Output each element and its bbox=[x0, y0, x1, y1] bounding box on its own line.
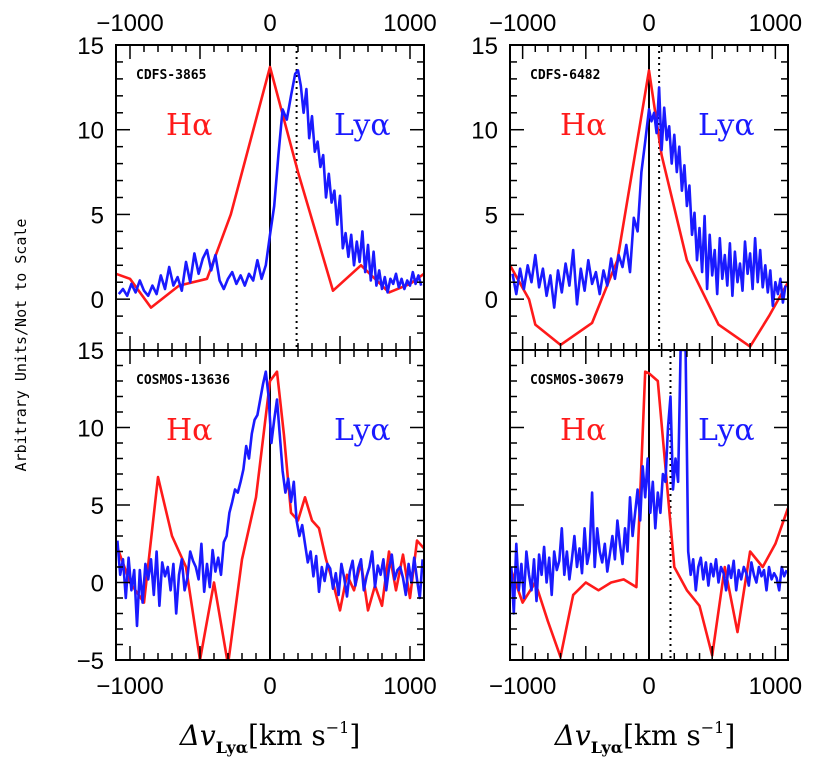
lya-label: Lyα bbox=[334, 413, 391, 448]
x-tick-label: 1000 bbox=[749, 673, 802, 700]
y-tick-label: −5 bbox=[77, 648, 104, 675]
x-tick-label: 0 bbox=[263, 673, 276, 700]
y-tick-label: 5 bbox=[485, 202, 498, 229]
halpha-label: Hα bbox=[166, 413, 212, 448]
top-tick-label: 1000 bbox=[383, 10, 436, 37]
plot-area bbox=[116, 45, 424, 350]
panel-name: CDFS-3865 bbox=[136, 68, 206, 83]
panel-name: CDFS-6482 bbox=[530, 68, 600, 83]
y-tick-label: 15 bbox=[77, 338, 104, 365]
y-tick-label: 15 bbox=[77, 33, 104, 60]
y-tick-label: 10 bbox=[77, 416, 104, 443]
xlabel-close: ] bbox=[724, 719, 735, 752]
panel-cdfs-6482: 0 5 10 15−1000 0 1000 CDFS-6482 Hα Lyα bbox=[471, 10, 802, 351]
y-tick-label: 0 bbox=[485, 287, 498, 314]
plot-area bbox=[116, 350, 424, 660]
panel-cdfs-3865: 0 5 10 15−1000 0 1000 CDFS-3865 Hα Lyα bbox=[77, 10, 437, 351]
plot-area bbox=[510, 350, 788, 660]
top-tick-label: −1000 bbox=[96, 10, 163, 37]
y-tick-label: 0 bbox=[91, 571, 104, 598]
y-tick-label: 10 bbox=[471, 118, 498, 145]
panel-cosmos-30679: −1000 0 1000 COSMOS-30679 Hα Lyα bbox=[489, 349, 802, 700]
lya-label: Lyα bbox=[334, 108, 391, 143]
x-tick-label: 0 bbox=[642, 673, 655, 700]
lya-label: Lyα bbox=[698, 413, 755, 448]
lya-label: Lyα bbox=[698, 108, 755, 143]
y-tick-label: 5 bbox=[91, 202, 104, 229]
panel-name: COSMOS-30679 bbox=[530, 373, 624, 388]
top-tick-label: 0 bbox=[263, 10, 276, 37]
halpha-label: Hα bbox=[560, 413, 606, 448]
halpha-label: Hα bbox=[166, 108, 212, 143]
series-line-lya bbox=[511, 86, 787, 309]
plot-area bbox=[510, 45, 788, 350]
xlabel-sub: Lyα bbox=[591, 738, 623, 757]
x-tick-label: 1000 bbox=[383, 673, 436, 700]
x-axis-label-right: ΔvLyα[km s−1] bbox=[554, 718, 736, 757]
xlabel-main: Δv bbox=[554, 719, 591, 752]
series-line-halpha bbox=[510, 370, 788, 659]
top-tick-label: 1000 bbox=[749, 10, 802, 37]
x-tick-label: −1000 bbox=[96, 673, 163, 700]
series-line-lya bbox=[116, 370, 424, 628]
svg-text:ΔvLyα[km s−1]: ΔvLyα[km s−1] bbox=[179, 718, 361, 757]
top-tick-label: 0 bbox=[642, 10, 655, 37]
y-tick-label: 5 bbox=[91, 493, 104, 520]
y-tick-label: 10 bbox=[77, 118, 104, 145]
panel-name: COSMOS-13636 bbox=[136, 373, 230, 388]
svg-text:ΔvLyα[km s−1]: ΔvLyα[km s−1] bbox=[554, 718, 736, 757]
xlabel-sub: Lyα bbox=[216, 738, 248, 757]
halpha-label: Hα bbox=[560, 108, 606, 143]
xlabel-exp: −1 bbox=[701, 718, 725, 737]
y-tick-label: 0 bbox=[91, 287, 104, 314]
xlabel-close: ] bbox=[349, 719, 360, 752]
y-tick-label: 15 bbox=[471, 33, 498, 60]
xlabel-unit: [km s bbox=[623, 719, 701, 752]
x-axis-label-left: ΔvLyα[km s−1] bbox=[179, 718, 361, 757]
xlabel-exp: −1 bbox=[326, 718, 350, 737]
top-tick-label: −1000 bbox=[489, 10, 556, 37]
panel-cosmos-13636: −5 0 5 10 15 −1000 0 1000 COSMOS-13636 Hα Lyα bbox=[77, 338, 437, 700]
y-axis-label: Arbitrary Units/Not to Scale bbox=[12, 219, 30, 472]
xlabel-main: Δv bbox=[179, 719, 216, 752]
series-line-halpha bbox=[116, 65, 424, 309]
series-line-lya bbox=[117, 69, 423, 298]
x-tick-label: −1000 bbox=[489, 673, 556, 700]
xlabel-unit: [km s bbox=[248, 719, 326, 752]
series-line-lya bbox=[510, 350, 788, 615]
